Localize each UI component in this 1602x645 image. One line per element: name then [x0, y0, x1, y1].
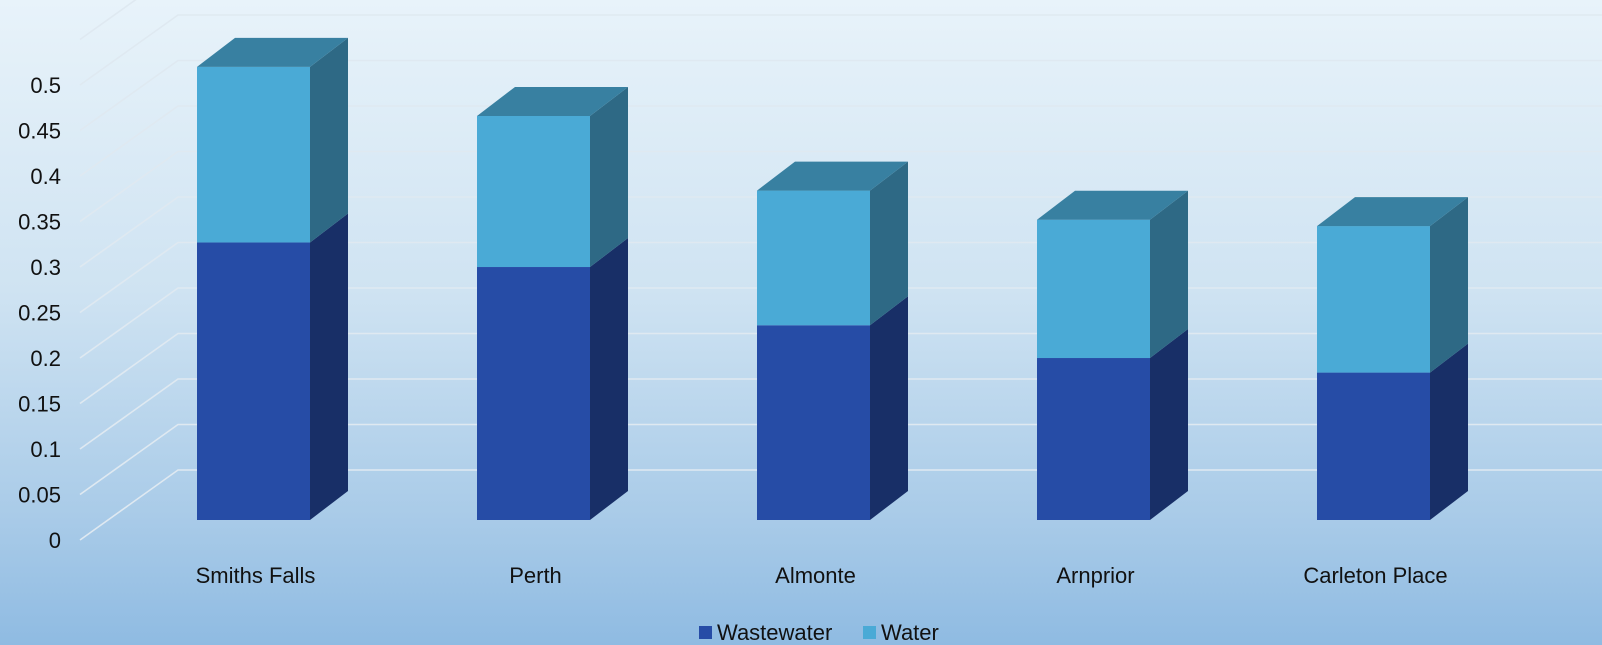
- bar-segment-wastewater: [1037, 358, 1150, 520]
- y-tick-label: 0.4: [30, 164, 61, 189]
- y-tick-label: 0.25: [18, 301, 61, 326]
- y-axis-ticks: 0 0.05 0.1 0.15 0.2 0.25 0.3 0.35 0.4 0.45 0.5: [18, 73, 61, 553]
- gridline: [79, 59, 1602, 132]
- y-tick-label: 0.5: [30, 73, 61, 98]
- bar-top: [1317, 197, 1468, 227]
- y-tick-label: 0.15: [18, 392, 61, 417]
- gridline: [79, 150, 1602, 223]
- bar-side-wastewater: [870, 296, 908, 520]
- bar-arnprior: [1037, 190, 1188, 520]
- bar-side-water: [1150, 190, 1188, 359]
- bar-segment-water: [1317, 226, 1430, 373]
- y-tick-label: 0.05: [18, 483, 61, 508]
- bar-segment-wastewater: [1317, 372, 1430, 520]
- bars: [197, 37, 1468, 520]
- legend-swatch-wastewater: [699, 626, 712, 639]
- gridline: [79, 14, 1602, 86]
- y-tick-label: 0.3: [30, 255, 61, 280]
- x-tick-label: Arnprior: [1056, 563, 1134, 588]
- bar-segment-wastewater: [757, 325, 870, 520]
- bar-segment-wastewater: [197, 242, 310, 520]
- bar-side-water: [1430, 197, 1468, 373]
- legend-swatch-water: [863, 626, 876, 639]
- x-tick-label: Almonte: [775, 563, 856, 588]
- bar-almonte: [757, 161, 908, 520]
- bar-carleton-place: [1317, 197, 1468, 520]
- x-tick-label: Smiths Falls: [196, 563, 316, 588]
- bar-top: [757, 161, 908, 191]
- bar-side-wastewater: [310, 213, 348, 520]
- bar-perth: [477, 86, 628, 520]
- bar-side-water: [310, 37, 348, 243]
- bar-segment-wastewater: [477, 267, 590, 520]
- y-tick-label: 0.35: [18, 210, 61, 235]
- legend: Wastewater Water: [699, 620, 939, 645]
- bar-top: [197, 37, 348, 67]
- bar-segment-water: [757, 190, 870, 326]
- bar-side-wastewater: [590, 238, 628, 520]
- bar-side-wastewater: [1150, 329, 1188, 520]
- bar-top: [477, 86, 628, 116]
- gridline: [79, 0, 137, 41]
- bar-top: [1037, 190, 1188, 220]
- bar-segment-water: [1037, 219, 1150, 359]
- legend-label-water: Water: [881, 620, 939, 645]
- bar-segment-water: [197, 66, 310, 243]
- gridlines: [79, 0, 1602, 541]
- bar-side-water: [870, 161, 908, 326]
- x-axis-labels: Smiths Falls Perth Almonte Arnprior Carleton…: [196, 563, 1448, 588]
- x-tick-label: Perth: [509, 563, 562, 588]
- bar-smiths-falls: [197, 37, 348, 520]
- bar-side-water: [590, 86, 628, 268]
- y-tick-label: 0.45: [18, 119, 61, 144]
- gridline: [79, 105, 1602, 177]
- bar-segment-water: [477, 115, 590, 268]
- bar-side-wastewater: [1430, 343, 1468, 520]
- x-tick-label: Carleton Place: [1303, 563, 1447, 588]
- y-tick-label: 0.1: [30, 437, 61, 462]
- legend-label-wastewater: Wastewater: [717, 620, 832, 645]
- y-tick-label: 0: [49, 528, 61, 553]
- y-tick-label: 0.2: [30, 346, 61, 371]
